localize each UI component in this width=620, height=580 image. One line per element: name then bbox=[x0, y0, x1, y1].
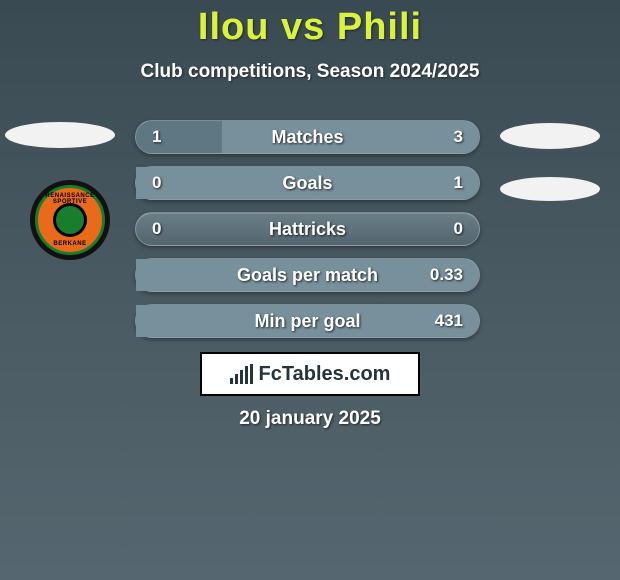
stat-label: Hattricks bbox=[206, 219, 409, 240]
stat-value-left: 0 bbox=[136, 219, 206, 239]
stat-label: Goals bbox=[206, 173, 409, 194]
stat-label: Goals per match bbox=[206, 265, 409, 286]
stat-value-right: 431 bbox=[409, 311, 479, 331]
badge-core bbox=[53, 203, 87, 237]
brand-chart-icon bbox=[230, 364, 253, 384]
club-badge: RENAISSANCE SPORTIVE BERKANE bbox=[30, 180, 110, 260]
stat-label: Matches bbox=[206, 127, 409, 148]
stat-value-right: 1 bbox=[409, 173, 479, 193]
team-right-shape-2 bbox=[500, 177, 600, 201]
badge-text-top: RENAISSANCE SPORTIVE bbox=[38, 193, 102, 205]
stat-value-left: 0 bbox=[136, 173, 206, 193]
stat-label: Min per goal bbox=[206, 311, 409, 332]
stat-row: Goals per match0.33 bbox=[135, 258, 480, 292]
stat-row: 1Matches3 bbox=[135, 120, 480, 154]
team-left-shape-1 bbox=[5, 122, 115, 148]
stat-value-right: 0.33 bbox=[409, 265, 479, 285]
date-label: 20 january 2025 bbox=[0, 408, 620, 430]
stat-row: 0Hattricks0 bbox=[135, 212, 480, 246]
stat-row: 0Goals1 bbox=[135, 166, 480, 200]
page-title: Ilou vs Phili bbox=[0, 0, 620, 49]
badge-text-bottom: BERKANE bbox=[38, 241, 102, 247]
brand-box: FcTables.com bbox=[200, 352, 420, 396]
subtitle: Club competitions, Season 2024/2025 bbox=[0, 61, 620, 83]
stat-value-right: 3 bbox=[409, 127, 479, 147]
stat-value-right: 0 bbox=[409, 219, 479, 239]
stat-value-left: 1 bbox=[136, 127, 206, 147]
stats-container: 1Matches30Goals10Hattricks0Goals per mat… bbox=[135, 120, 480, 350]
brand-label: FcTables.com bbox=[259, 363, 391, 386]
stat-row: Min per goal431 bbox=[135, 304, 480, 338]
team-right-shape-1 bbox=[500, 123, 600, 149]
